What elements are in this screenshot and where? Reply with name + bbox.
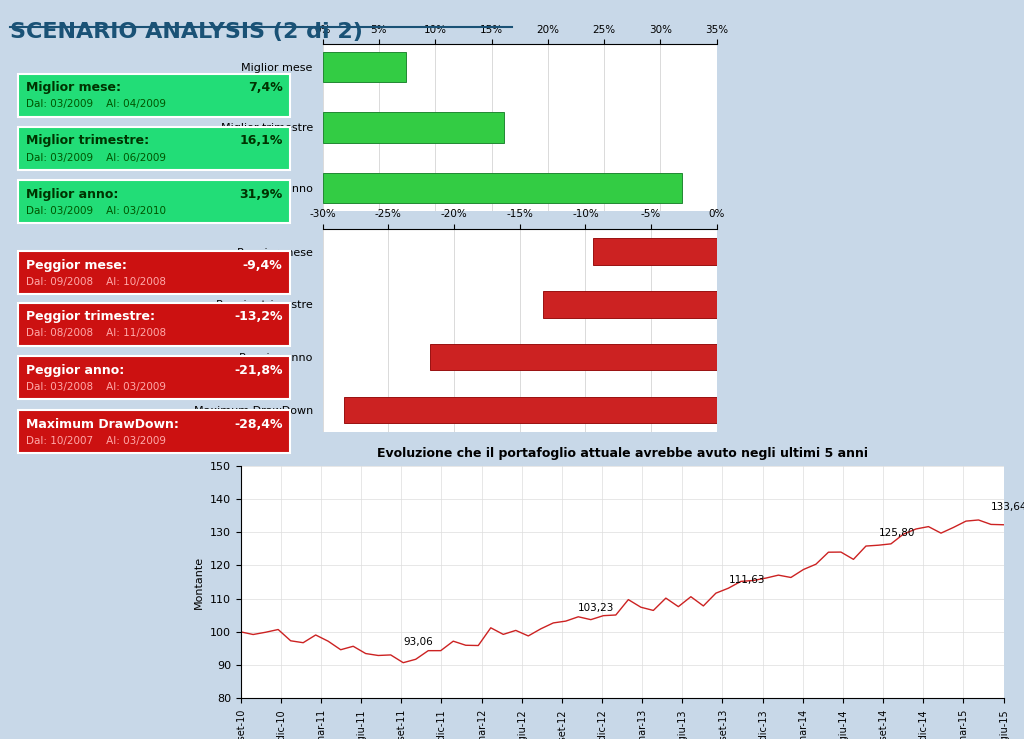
Bar [544, 291, 717, 318]
Text: Peggior anno:: Peggior anno: [26, 364, 124, 377]
Bar [323, 112, 504, 143]
Text: -21,8%: -21,8% [234, 364, 283, 377]
Bar [344, 397, 717, 423]
Text: Dal: 03/2009    Al: 03/2010: Dal: 03/2009 Al: 03/2010 [26, 205, 166, 216]
Text: 103,23: 103,23 [579, 603, 614, 613]
Text: Miglior trimestre:: Miglior trimestre: [26, 134, 148, 148]
Text: Dal: 03/2009    Al: 06/2009: Dal: 03/2009 Al: 06/2009 [26, 152, 166, 163]
Text: 133,64: 133,64 [991, 502, 1024, 512]
Text: SCENARIO ANALYSIS (2 di 2): SCENARIO ANALYSIS (2 di 2) [10, 22, 364, 42]
Text: -13,2%: -13,2% [234, 310, 283, 324]
Text: Dal: 10/2007    Al: 03/2009: Dal: 10/2007 Al: 03/2009 [26, 435, 166, 446]
Text: Maximum DrawDown:: Maximum DrawDown: [26, 418, 178, 431]
Text: Miglior mese:: Miglior mese: [26, 81, 121, 95]
Text: -9,4%: -9,4% [243, 259, 283, 272]
Bar [430, 344, 717, 370]
Bar [323, 52, 406, 82]
Text: Dal: 09/2008    Al: 10/2008: Dal: 09/2008 Al: 10/2008 [26, 276, 166, 287]
Text: 93,06: 93,06 [403, 637, 433, 647]
Y-axis label: Montante: Montante [195, 556, 204, 608]
Text: Miglior anno:: Miglior anno: [26, 188, 118, 201]
Text: 16,1%: 16,1% [240, 134, 283, 148]
Text: Dal: 08/2008    Al: 11/2008: Dal: 08/2008 Al: 11/2008 [26, 328, 166, 338]
Title: Evoluzione che il portafoglio attuale avrebbe avuto negli ultimi 5 anni: Evoluzione che il portafoglio attuale av… [377, 447, 867, 460]
Text: Peggior trimestre:: Peggior trimestre: [26, 310, 155, 324]
Text: Dal: 03/2008    Al: 03/2009: Dal: 03/2008 Al: 03/2009 [26, 381, 166, 392]
Text: 31,9%: 31,9% [240, 188, 283, 201]
Text: Peggior mese:: Peggior mese: [26, 259, 127, 272]
Text: 125,80: 125,80 [879, 528, 914, 538]
Text: -28,4%: -28,4% [234, 418, 283, 431]
Text: 7,4%: 7,4% [248, 81, 283, 95]
Text: 111,63: 111,63 [728, 575, 765, 585]
Text: Dal: 03/2009    Al: 04/2009: Dal: 03/2009 Al: 04/2009 [26, 99, 166, 109]
Bar [593, 238, 717, 265]
Bar [323, 173, 682, 203]
